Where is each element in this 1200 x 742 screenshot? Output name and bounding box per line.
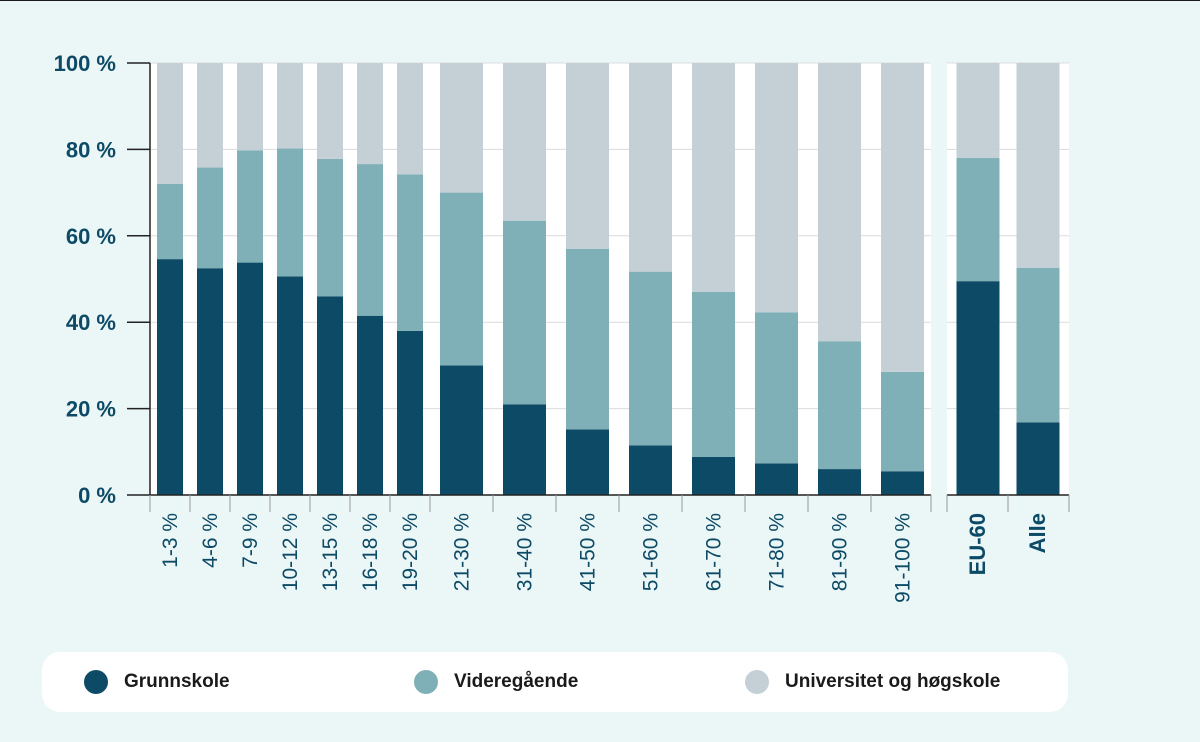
legend-label-grunnskole: Grunnskole	[124, 671, 230, 692]
bar-universitet-og-h-gskole-71-80	[755, 63, 798, 313]
bar-grunnskole-1-3	[157, 259, 183, 495]
bar-grunnskole-91-100	[881, 471, 924, 495]
y-tick-label: 80 %	[66, 137, 116, 162]
bar-videreg-ende-13-15	[317, 158, 343, 297]
x-tick-label: 91-100 %	[892, 513, 915, 603]
x-tick-label: EU-60	[965, 513, 990, 575]
bar-grunnskole-31-40	[503, 404, 546, 495]
bar-grunnskole-alle	[1016, 422, 1060, 495]
bar-grunnskole-16-18	[357, 315, 383, 495]
legend-label-universitet: Universitet og høgskole	[785, 671, 1001, 692]
bar-grunnskole-21-30	[440, 365, 483, 495]
bar-grunnskole-61-70	[692, 456, 735, 495]
x-tick-label: 13-15 %	[319, 513, 342, 591]
x-tick-label: 81-90 %	[829, 513, 852, 591]
bar-universitet-og-h-gskole-10-12	[277, 63, 303, 149]
bar-grunnskole-10-12	[277, 276, 303, 495]
bar-universitet-og-h-gskole-16-18	[357, 63, 383, 165]
bar-videreg-ende-16-18	[357, 164, 383, 316]
x-tick-label: 51-60 %	[640, 513, 663, 591]
bar-universitet-og-h-gskole-7-9	[237, 63, 263, 151]
bar-universitet-og-h-gskole-41-50	[566, 63, 609, 249]
y-tick-label: 0 %	[78, 483, 116, 508]
bar-videreg-ende-1-3	[157, 183, 183, 260]
bar-videreg-ende-31-40	[503, 220, 546, 405]
bar-grunnskole-7-9	[237, 262, 263, 495]
bar-videreg-ende-91-100	[881, 371, 924, 472]
legend-item-videregaende: Videregående	[414, 652, 578, 712]
bar-grunnskole-19-20	[397, 330, 423, 495]
x-tick-label: 10-12 %	[279, 513, 302, 591]
bar-videreg-ende-51-60	[629, 271, 672, 446]
bar-videreg-ende-19-20	[397, 174, 423, 331]
bar-grunnskole-71-80	[755, 463, 798, 495]
x-tick-label: 71-80 %	[766, 513, 789, 591]
legend-item-universitet: Universitet og høgskole	[745, 652, 1000, 712]
bar-universitet-og-h-gskole-alle	[1016, 63, 1060, 268]
bar-videreg-ende-61-70	[692, 291, 735, 457]
bar-universitet-og-h-gskole-21-30	[440, 63, 483, 193]
bar-grunnskole-41-50	[566, 429, 609, 495]
legend-label-videregaende: Videregående	[454, 671, 579, 692]
x-tick-label: 61-70 %	[703, 513, 726, 591]
stacked-bar-chart: 0 % 20 % 40 % 60 % 80 % 100 % 1-3 % 4-6 % 7-9 %…	[54, 51, 1070, 603]
top-border	[0, 0, 1200, 1]
x-tick-label: 31-40 %	[514, 513, 537, 591]
bar-grunnskole-eu-60	[956, 281, 1000, 495]
x-tick-label: 1-3 %	[159, 513, 182, 568]
bar-universitet-og-h-gskole-61-70	[692, 63, 735, 292]
legend: Grunnskole Videregående Universitet og h…	[42, 652, 1068, 712]
bar-videreg-ende-41-50	[566, 248, 609, 430]
x-tick-label: 41-50 %	[577, 513, 600, 591]
bar-universitet-og-h-gskole-81-90	[818, 63, 861, 342]
bar-grunnskole-13-15	[317, 296, 343, 495]
x-tick-label: 16-18 %	[359, 513, 382, 591]
bar-videreg-ende-81-90	[818, 341, 861, 470]
bar-grunnskole-51-60	[629, 445, 672, 495]
bar-videreg-ende-7-9	[237, 150, 263, 263]
x-tick-label: 19-20 %	[399, 513, 422, 591]
bar-universitet-og-h-gskole-4-6	[197, 63, 223, 168]
x-tick-label: 21-30 %	[451, 513, 474, 591]
bar-videreg-ende-eu-60	[956, 158, 1000, 282]
bar-universitet-og-h-gskole-19-20	[397, 63, 423, 175]
bar-universitet-og-h-gskole-13-15	[317, 63, 343, 159]
y-tick-label: 100 %	[54, 51, 116, 76]
bar-videreg-ende-71-80	[755, 312, 798, 464]
x-tick-label: Alle	[1025, 513, 1050, 553]
bar-universitet-og-h-gskole-31-40	[503, 63, 546, 221]
legend-swatch-videregaende	[414, 670, 438, 694]
legend-swatch-grunnskole	[84, 670, 108, 694]
bar-universitet-og-h-gskole-eu-60	[956, 63, 1000, 159]
y-tick-label: 20 %	[66, 397, 116, 422]
legend-item-grunnskole: Grunnskole	[84, 652, 230, 712]
x-tick-label: 4-6 %	[199, 513, 222, 568]
y-tick-label: 60 %	[66, 224, 116, 249]
x-tick-label: 7-9 %	[239, 513, 262, 568]
bar-grunnskole-81-90	[818, 469, 861, 495]
y-tick-label: 40 %	[66, 310, 116, 335]
legend-swatch-universitet	[745, 670, 769, 694]
bar-videreg-ende-4-6	[197, 167, 223, 269]
bar-videreg-ende-21-30	[440, 192, 483, 366]
bar-grunnskole-4-6	[197, 268, 223, 495]
bar-universitet-og-h-gskole-1-3	[157, 63, 183, 184]
bar-videreg-ende-10-12	[277, 148, 303, 277]
bar-videreg-ende-alle	[1016, 267, 1060, 423]
bar-universitet-og-h-gskole-91-100	[881, 63, 924, 372]
bar-universitet-og-h-gskole-51-60	[629, 63, 672, 272]
